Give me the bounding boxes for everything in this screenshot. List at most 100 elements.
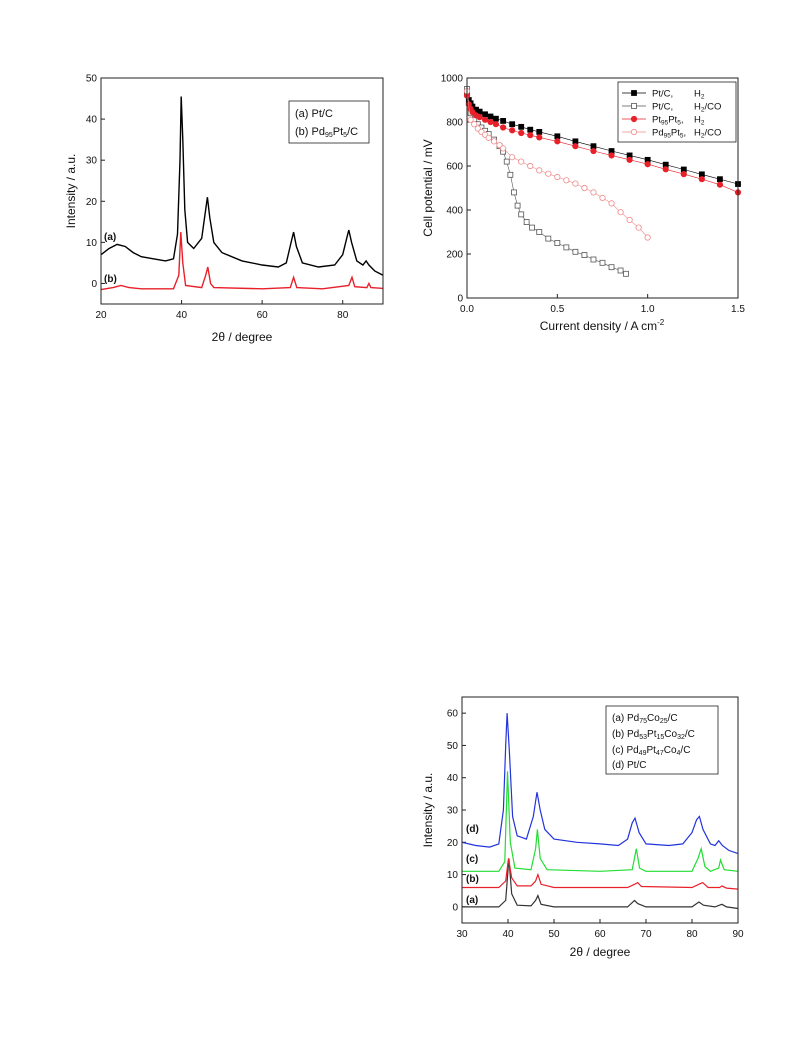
c2-series-3-point-13 bbox=[536, 167, 543, 174]
c3-ytick-label-0: 0 bbox=[452, 902, 458, 913]
c2-series-1-point-18 bbox=[545, 235, 552, 242]
c2-series-2-point-11 bbox=[518, 129, 525, 137]
c2-series-2-point-16 bbox=[590, 147, 597, 155]
c2-series-1-point-14 bbox=[518, 211, 525, 218]
c3-xtick-label-5: 80 bbox=[686, 929, 698, 940]
xrd-chart-pt-pdpt: 20 40 60 80 0 10 20 30 40 50 (a) (b) (a) Pt/C (b… bbox=[64, 74, 384, 344]
c2-series-3-point-16 bbox=[563, 177, 570, 184]
x-axis-ticks: 30 40 50 60 70 80 90 bbox=[456, 919, 744, 940]
c2-series-0-point-9 bbox=[500, 118, 507, 124]
c2-series-1-point-15 bbox=[523, 219, 530, 226]
c2-series-3-point-25 bbox=[644, 234, 651, 241]
c2-ytick-label-3: 600 bbox=[446, 162, 463, 173]
c2-series-1-point-11 bbox=[507, 171, 514, 178]
series-c-label: (c) bbox=[466, 854, 478, 865]
c2-series-1-point-17 bbox=[536, 229, 543, 235]
c2-series-1-point-27 bbox=[623, 270, 629, 277]
c2-series-2-point-22 bbox=[698, 176, 705, 183]
c2-xtick-label-1: 0.5 bbox=[550, 304, 564, 315]
c1-xtick-label-2: 60 bbox=[257, 310, 269, 321]
y-axis-title: Cell potential / mV bbox=[421, 139, 435, 236]
c2-series-1-point-10 bbox=[503, 158, 510, 165]
c2-ytick-label-1: 200 bbox=[446, 250, 463, 261]
c3-xtick-label-4: 70 bbox=[640, 929, 652, 940]
c2-series-1-point-20 bbox=[563, 244, 570, 251]
c2-series-2-point-20 bbox=[662, 166, 669, 173]
c2-legend-marker-1 bbox=[631, 103, 637, 109]
c2-legend-marker-2 bbox=[630, 115, 638, 123]
c2-series-3-point-17 bbox=[572, 180, 579, 187]
c2-series-2-point-10 bbox=[509, 127, 516, 134]
legend-item-c: (c) Pd49Pt47Co4/C bbox=[612, 745, 690, 757]
x-axis-title: 2θ / degree bbox=[212, 330, 273, 344]
c2-legend-name-1: Pt/C, bbox=[652, 102, 673, 113]
c3-xtick-label-0: 30 bbox=[456, 929, 468, 940]
c2-series-3-point-21 bbox=[608, 200, 615, 207]
c2-series-2-point-21 bbox=[680, 171, 687, 178]
c1-ytick-label-0: 0 bbox=[91, 279, 97, 290]
c2-series-3-point-15 bbox=[554, 173, 561, 181]
c2-ytick-label-4: 800 bbox=[446, 118, 463, 129]
series-a-label: (a) bbox=[466, 895, 478, 906]
c3-xtick-label-3: 60 bbox=[594, 929, 606, 940]
c2-series-3-point-22 bbox=[617, 209, 624, 216]
series-a-label: (a) bbox=[104, 232, 116, 243]
c2-series-1-point-21 bbox=[572, 248, 579, 255]
plot-frame bbox=[466, 77, 739, 299]
c3-series-2 bbox=[462, 771, 739, 872]
c1-ytick-label-2: 20 bbox=[86, 197, 98, 208]
y-axis-ticks: 0 10 20 30 40 50 60 bbox=[447, 709, 466, 913]
c3-ytick-label-6: 60 bbox=[447, 709, 459, 720]
c2-series-3-point-2 bbox=[471, 121, 478, 128]
legend-item-d: (d) Pt/C bbox=[612, 760, 646, 771]
c2-series-3-point-6 bbox=[485, 134, 492, 141]
c2-series-1-point-22 bbox=[581, 252, 588, 259]
c3-series-1 bbox=[462, 858, 739, 890]
c1-series-1 bbox=[100, 232, 384, 291]
c3-ytick-label-5: 50 bbox=[447, 741, 459, 752]
c2-legend-name-0: Pt/C, bbox=[652, 89, 673, 100]
plot-series bbox=[100, 96, 384, 291]
c2-series-2-point-14 bbox=[554, 138, 561, 145]
c2-legend-gas-2: H2 bbox=[694, 115, 705, 127]
c2-legend-marker-0 bbox=[631, 90, 637, 96]
c2-legend-name-3: Pd95Pt5, bbox=[652, 128, 686, 140]
c1-series-0 bbox=[100, 96, 384, 276]
c1-xtick-label-3: 80 bbox=[337, 310, 349, 321]
c2-series-2-point-8 bbox=[492, 121, 500, 128]
c3-series-0 bbox=[462, 858, 739, 910]
c2-series-2-point-9 bbox=[500, 124, 507, 131]
y-axis-title: Intensity / a.u. bbox=[64, 154, 78, 229]
legend: Pt/C, H2 Pt/C, H2/CO Pt95Pt5, H2 Pd95Pt5, H2/CO bbox=[617, 81, 737, 143]
c3-ytick-label-2: 20 bbox=[447, 838, 459, 849]
c2-series-3-point-11 bbox=[518, 158, 525, 165]
plot-frame bbox=[100, 77, 384, 305]
plot-series bbox=[461, 713, 739, 910]
c2-series-3-point-10 bbox=[509, 154, 516, 161]
c1-ytick-label-1: 10 bbox=[86, 238, 98, 249]
c1-ytick-label-5: 50 bbox=[86, 74, 98, 85]
legend: (a) Pd75Co25/C (b) Pd53Pt15Co32/C (c) Pd… bbox=[605, 705, 719, 775]
c2-series-2-point-17 bbox=[608, 152, 615, 159]
c2-ytick-label-0: 0 bbox=[457, 294, 463, 305]
y-axis-title: Intensity / a.u. bbox=[421, 773, 435, 848]
c2-series-3-point-20 bbox=[599, 194, 606, 201]
c2-series-1-point-19 bbox=[554, 240, 561, 246]
c2-series-2-point-12 bbox=[527, 132, 534, 139]
c2-series-3-point-24 bbox=[635, 224, 642, 231]
c2-xtick-label-2: 1.0 bbox=[641, 304, 655, 315]
c3-xtick-label-2: 50 bbox=[548, 929, 560, 940]
c1-xtick-label-0: 20 bbox=[95, 310, 107, 321]
legend-item-a: (a) Pt/C bbox=[295, 108, 333, 120]
legend: (a) Pt/C (b) Pd95Pt5/C bbox=[288, 100, 370, 144]
c2-legend-marker-3 bbox=[630, 128, 638, 136]
c3-series-3 bbox=[461, 713, 739, 855]
c2-series-0-point-11 bbox=[518, 123, 525, 130]
c1-ytick-label-4: 40 bbox=[86, 115, 98, 126]
c2-series-1-point-23 bbox=[590, 256, 597, 263]
c2-ytick-label-5: 1000 bbox=[441, 74, 464, 85]
c2-series-3-point-7 bbox=[490, 138, 498, 145]
c2-series-1-point-12 bbox=[511, 189, 517, 196]
c2-legend-gas-1: H2/CO bbox=[694, 102, 721, 114]
